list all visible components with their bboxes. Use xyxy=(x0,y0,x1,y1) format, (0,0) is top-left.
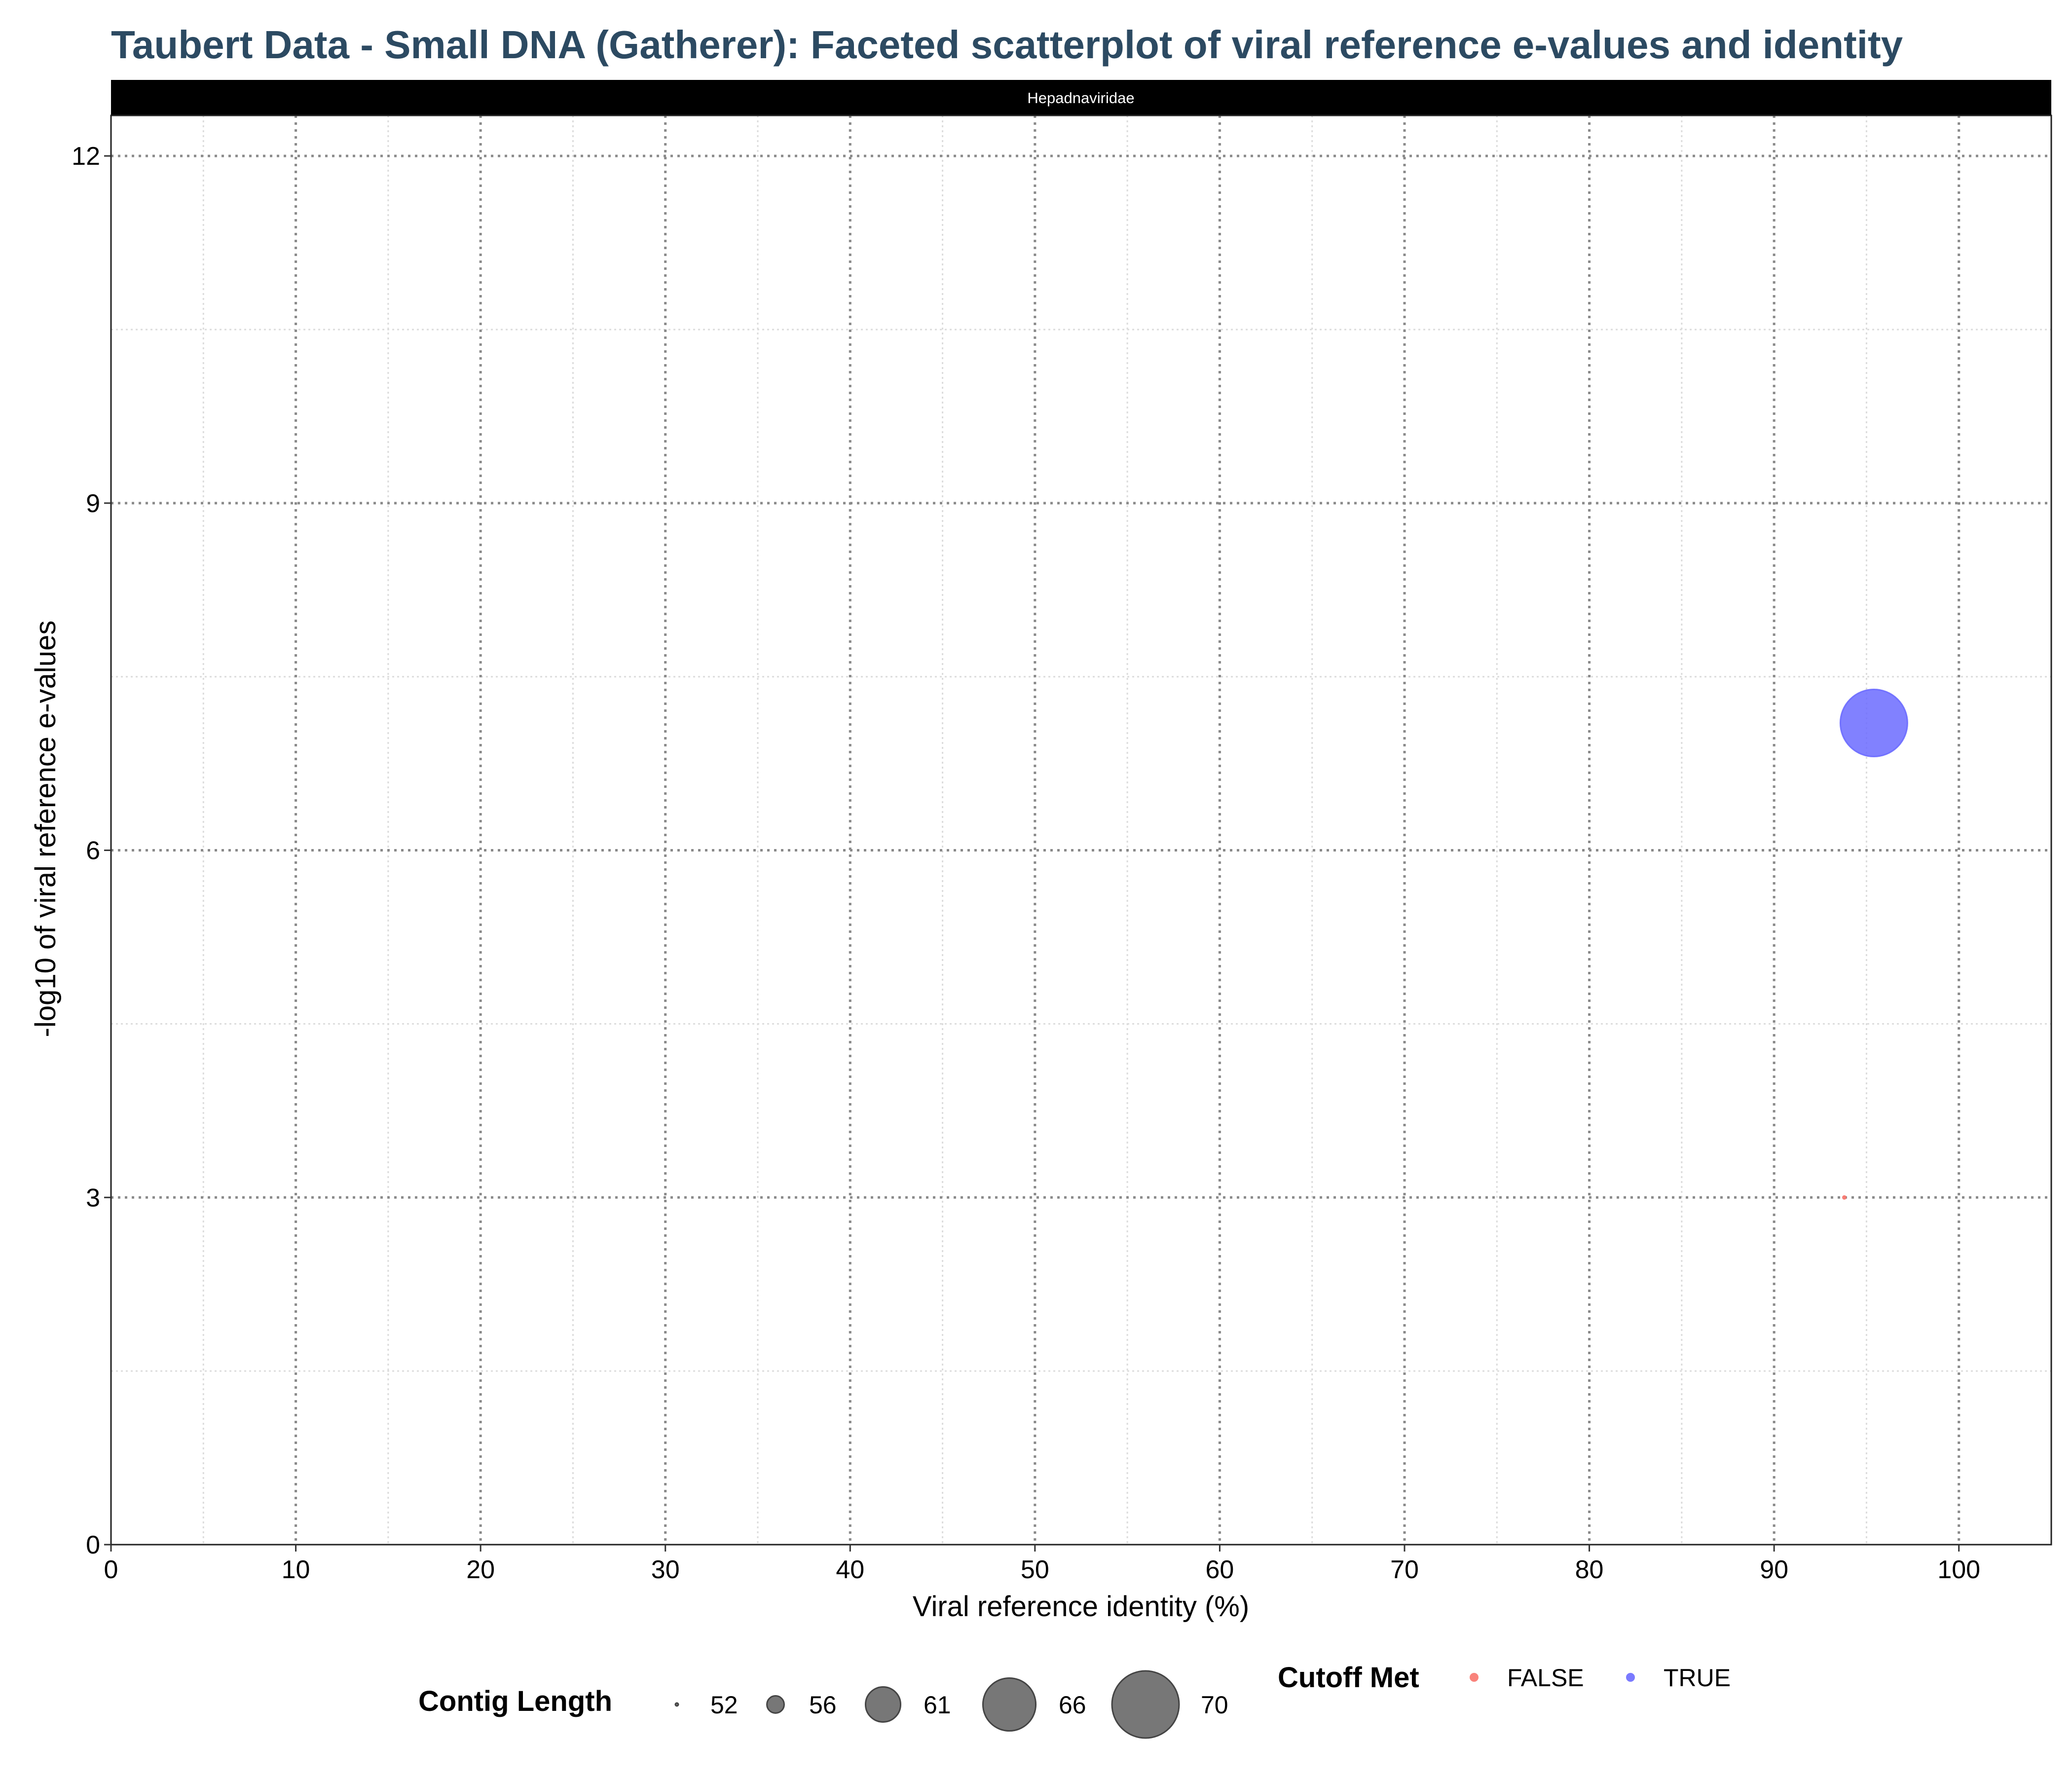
y-tick-label: 3 xyxy=(86,1184,100,1212)
size-legend-label: 61 xyxy=(924,1691,951,1719)
size-legend-key xyxy=(674,1702,679,1707)
size-legend: Contig Length 52 56 61 66 70 xyxy=(418,1670,1228,1739)
plot-panel xyxy=(110,114,2052,1546)
color-legend: Cutoff Met FALSE TRUE xyxy=(1278,1662,1731,1694)
x-tick-label: 50 xyxy=(1021,1555,1049,1584)
panel-border xyxy=(110,114,2052,1546)
x-tick-label: 90 xyxy=(1760,1555,1788,1584)
color-legend-key xyxy=(1470,1673,1479,1682)
facet-strip-label: Hepadnaviridae xyxy=(1027,89,1134,107)
y-tick-label: 9 xyxy=(86,489,100,518)
y-axis-title: -log10 of viral reference e-values xyxy=(30,621,62,1037)
x-tick-label: 40 xyxy=(836,1555,864,1584)
color-legend-items: FALSE TRUE xyxy=(1470,1664,1731,1692)
size-legend-key xyxy=(766,1695,785,1714)
x-tick-label: 80 xyxy=(1575,1555,1604,1584)
size-legend-title: Contig Length xyxy=(418,1685,612,1717)
x-tick-label: 10 xyxy=(282,1555,310,1584)
panel-background xyxy=(111,115,2051,1545)
x-tick-label: 0 xyxy=(104,1555,118,1584)
size-legend-label: 56 xyxy=(809,1691,837,1719)
size-legend-key xyxy=(982,1677,1037,1732)
facet-strip xyxy=(111,80,2051,115)
size-legend-key xyxy=(865,1686,901,1723)
size-legend-key xyxy=(1111,1670,1180,1739)
x-tick-label: 20 xyxy=(466,1555,495,1584)
color-legend-key xyxy=(1626,1673,1635,1682)
x-axis: 0 10 20 30 40 50 60 70 80 90 100 xyxy=(104,1545,1980,1584)
minor-gridlines xyxy=(111,115,2051,1545)
y-tick-label: 0 xyxy=(86,1531,100,1559)
data-point xyxy=(1839,689,1908,758)
size-legend-label: 52 xyxy=(710,1691,738,1719)
x-tick-label: 30 xyxy=(651,1555,680,1584)
x-tick-label: 60 xyxy=(1206,1555,1234,1584)
y-axis: 0 3 6 9 12 xyxy=(72,142,111,1559)
x-axis-title: Viral reference identity (%) xyxy=(913,1591,1249,1623)
size-legend-label: 66 xyxy=(1059,1691,1086,1719)
size-legend-label: 70 xyxy=(1201,1691,1228,1719)
data-points xyxy=(1839,689,1908,1200)
size-legend-items: 52 56 61 66 70 xyxy=(674,1670,1228,1739)
x-tick-label: 100 xyxy=(1937,1555,1980,1584)
major-gridlines xyxy=(111,115,2051,1545)
data-point xyxy=(1842,1195,1847,1200)
y-tick-label: 12 xyxy=(72,142,100,171)
chart-title: Taubert Data - Small DNA (Gatherer): Fac… xyxy=(111,23,1903,67)
color-legend-label: FALSE xyxy=(1507,1664,1584,1692)
color-legend-title: Cutoff Met xyxy=(1278,1662,1419,1694)
color-legend-label: TRUE xyxy=(1664,1664,1731,1692)
y-tick-label: 6 xyxy=(86,837,100,865)
x-tick-label: 70 xyxy=(1390,1555,1419,1584)
